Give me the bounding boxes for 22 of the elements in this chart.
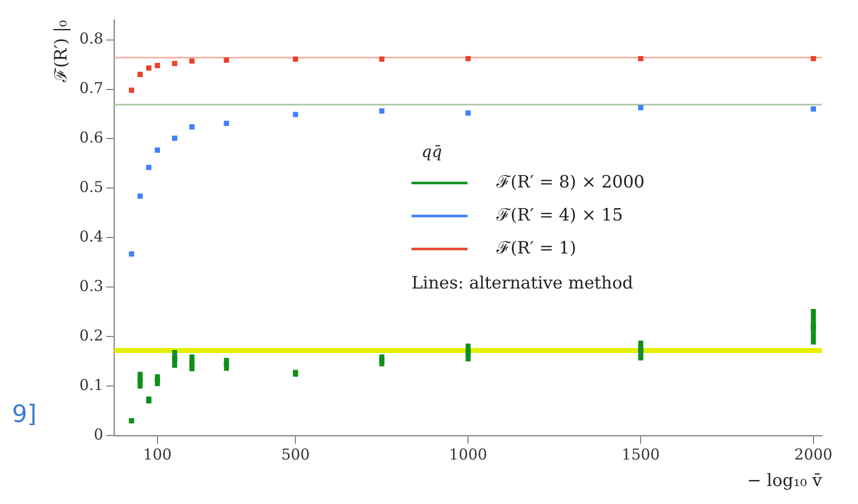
y-tick-label: 0.4 xyxy=(79,228,104,246)
text: 9] xyxy=(12,400,37,428)
x-tick-label: 2000 xyxy=(794,445,832,464)
x-tick-label: 1500 xyxy=(622,445,660,464)
legend-title: qq̄ xyxy=(422,142,442,162)
x-axis-title: − log₁₀ v̄ xyxy=(747,471,822,492)
y-tick-label: 0.1 xyxy=(79,376,104,394)
legend-label: ℱ(R′ = 1) xyxy=(496,238,576,258)
x-tick-label: 500 xyxy=(281,445,310,464)
y-tick-label: 0.6 xyxy=(79,128,104,147)
x-tick-label: 1000 xyxy=(449,445,488,464)
legend-label: ℱ(R′ = 4) × 15 xyxy=(496,205,623,226)
legend-label: ℱ(R′ = 8) × 2000 xyxy=(496,172,645,192)
y-axis-title: ℱ(R′) |₀ xyxy=(52,20,72,83)
y-tick-label: 0.3 xyxy=(79,277,104,296)
y-tick-label: 0.2 xyxy=(79,326,104,345)
x-tick-label: 100 xyxy=(143,445,172,464)
y-tick-label: 0.8 xyxy=(79,30,104,48)
y-tick-label: 0.7 xyxy=(79,79,104,98)
annotation: Lines: alternative method xyxy=(412,273,634,294)
y-tick-label: 0 xyxy=(94,425,104,444)
y-tick-label: 0.5 xyxy=(79,178,104,196)
